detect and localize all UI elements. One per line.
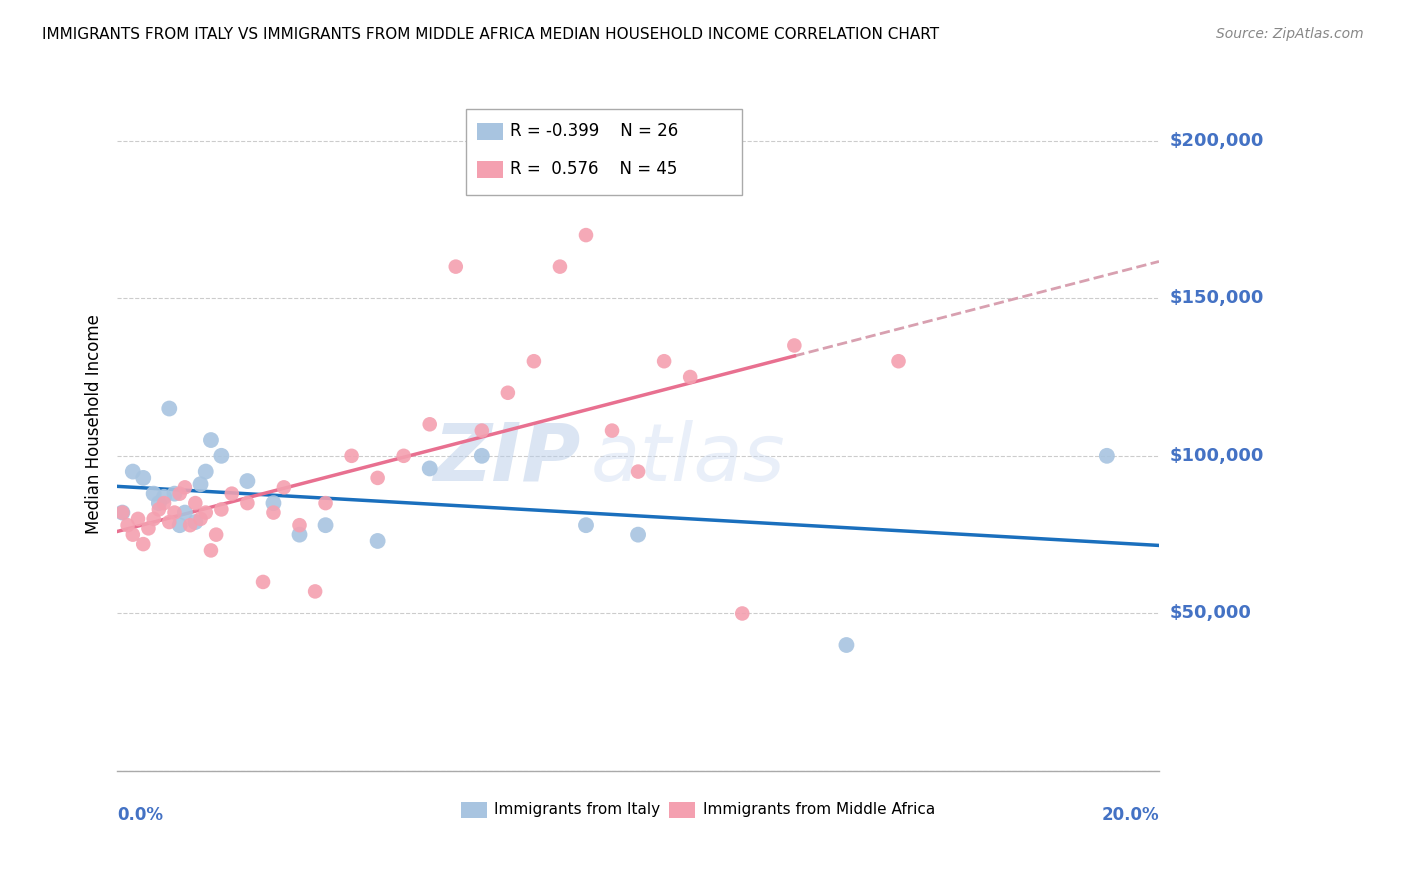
- Point: [288, 527, 311, 541]
- Point: [121, 465, 143, 479]
- Point: [121, 527, 143, 541]
- Point: [627, 527, 650, 541]
- Point: [340, 449, 363, 463]
- Point: [117, 518, 139, 533]
- Point: [209, 502, 232, 516]
- Bar: [477, 122, 503, 140]
- Point: [419, 461, 441, 475]
- Point: [200, 543, 222, 558]
- Text: Source: ZipAtlas.com: Source: ZipAtlas.com: [1216, 27, 1364, 41]
- Text: 0.0%: 0.0%: [117, 805, 163, 824]
- Point: [111, 506, 134, 520]
- Point: [575, 228, 598, 243]
- Point: [262, 496, 284, 510]
- Point: [142, 512, 165, 526]
- Text: ZIP: ZIP: [433, 420, 581, 498]
- Point: [419, 417, 441, 432]
- Point: [471, 449, 494, 463]
- Point: [367, 533, 389, 548]
- Bar: [467, 109, 742, 195]
- Bar: [461, 803, 486, 818]
- Point: [174, 480, 197, 494]
- Point: [835, 638, 858, 652]
- Point: [132, 471, 155, 485]
- Point: [138, 521, 160, 535]
- Point: [315, 496, 337, 510]
- Point: [288, 518, 311, 533]
- Point: [575, 518, 598, 533]
- Point: [153, 496, 176, 510]
- Point: [174, 506, 197, 520]
- Point: [221, 486, 243, 500]
- Point: [236, 496, 259, 510]
- Point: [367, 471, 389, 485]
- Text: atlas: atlas: [591, 420, 786, 498]
- Point: [209, 449, 232, 463]
- Point: [148, 496, 170, 510]
- Point: [304, 584, 326, 599]
- Point: [627, 465, 650, 479]
- Point: [184, 515, 207, 529]
- Point: [471, 424, 494, 438]
- Point: [142, 486, 165, 500]
- Point: [392, 449, 415, 463]
- Point: [496, 385, 519, 400]
- Text: Immigrants from Middle Africa: Immigrants from Middle Africa: [703, 802, 935, 817]
- Point: [169, 518, 191, 533]
- Point: [194, 465, 217, 479]
- Text: $200,000: $200,000: [1170, 131, 1264, 150]
- Point: [169, 486, 191, 500]
- Text: $100,000: $100,000: [1170, 447, 1264, 465]
- Point: [548, 260, 571, 274]
- Point: [262, 506, 284, 520]
- Point: [679, 370, 702, 384]
- Point: [444, 260, 467, 274]
- Point: [190, 477, 212, 491]
- Point: [273, 480, 295, 494]
- Bar: [669, 803, 696, 818]
- Point: [157, 515, 180, 529]
- Point: [157, 401, 180, 416]
- Point: [153, 490, 176, 504]
- Text: IMMIGRANTS FROM ITALY VS IMMIGRANTS FROM MIDDLE AFRICA MEDIAN HOUSEHOLD INCOME C: IMMIGRANTS FROM ITALY VS IMMIGRANTS FROM…: [42, 27, 939, 42]
- Point: [600, 424, 623, 438]
- Point: [887, 354, 910, 368]
- Point: [315, 518, 337, 533]
- Point: [127, 512, 149, 526]
- Point: [179, 518, 201, 533]
- Text: R =  0.576    N = 45: R = 0.576 N = 45: [510, 160, 678, 178]
- Point: [163, 486, 186, 500]
- Point: [236, 474, 259, 488]
- Point: [111, 506, 134, 520]
- Text: $150,000: $150,000: [1170, 289, 1264, 307]
- Point: [252, 574, 274, 589]
- Point: [163, 506, 186, 520]
- Point: [783, 338, 806, 352]
- Point: [205, 527, 228, 541]
- Point: [200, 433, 222, 447]
- Text: 20.0%: 20.0%: [1101, 805, 1159, 824]
- Point: [132, 537, 155, 551]
- Point: [523, 354, 546, 368]
- Point: [194, 506, 217, 520]
- Text: Immigrants from Italy: Immigrants from Italy: [495, 802, 661, 817]
- Point: [652, 354, 675, 368]
- Point: [731, 607, 754, 621]
- Bar: [477, 161, 503, 178]
- Point: [190, 512, 212, 526]
- Point: [1095, 449, 1118, 463]
- Point: [148, 502, 170, 516]
- Point: [184, 496, 207, 510]
- Y-axis label: Median Household Income: Median Household Income: [86, 314, 103, 534]
- Text: R = -0.399    N = 26: R = -0.399 N = 26: [510, 122, 678, 140]
- Text: $50,000: $50,000: [1170, 605, 1251, 623]
